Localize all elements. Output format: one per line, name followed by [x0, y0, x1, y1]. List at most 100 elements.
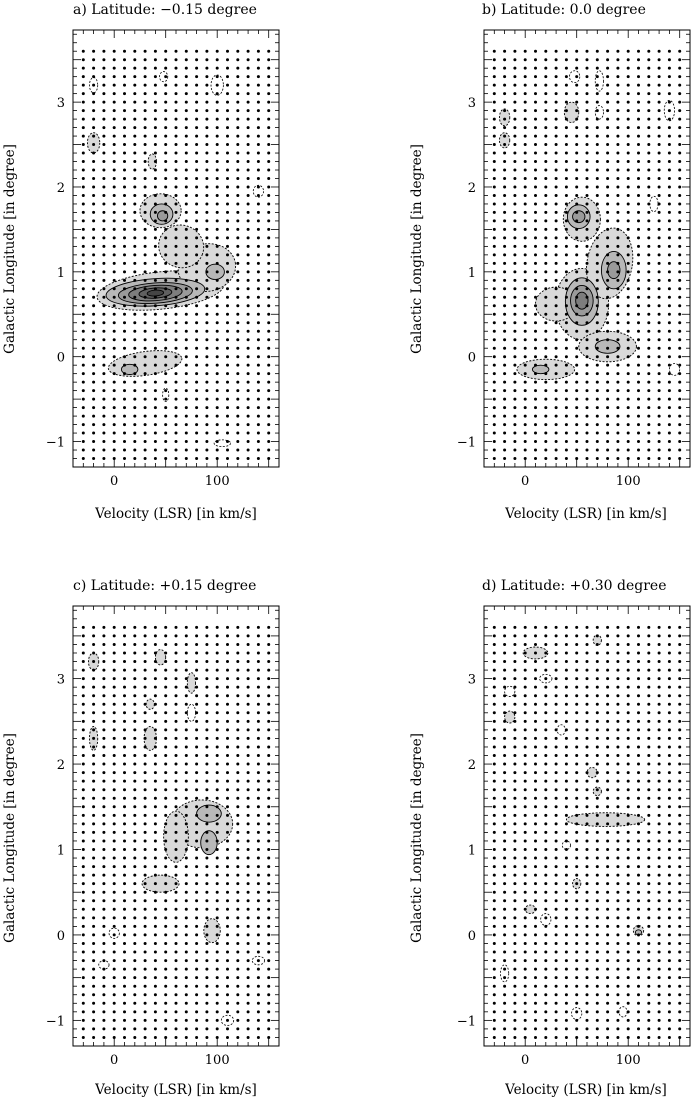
grid-dot — [174, 642, 178, 646]
grid-dot — [256, 873, 260, 877]
grid-dot — [81, 754, 85, 758]
grid-dot — [585, 210, 589, 214]
grid-dot — [503, 193, 507, 197]
grid-dot — [195, 890, 199, 894]
grid-dot — [143, 168, 147, 172]
grid-dot — [112, 406, 116, 410]
grid-dot — [195, 109, 199, 113]
grid-dot — [503, 75, 507, 79]
grid-dot — [92, 185, 96, 189]
grid-dot — [184, 346, 188, 350]
grid-dot — [564, 779, 568, 783]
grid-dot — [267, 227, 271, 231]
grid-dot — [595, 890, 599, 894]
grid-dot — [256, 959, 260, 963]
grid-dot — [92, 236, 96, 240]
grid-dot — [585, 329, 589, 333]
grid-dot — [554, 651, 558, 655]
grid-dot — [267, 355, 271, 359]
grid-dot — [503, 372, 507, 376]
grid-dot — [513, 440, 517, 444]
grid-dot — [236, 805, 240, 809]
grid-dot — [657, 66, 661, 70]
grid-dot — [678, 117, 682, 121]
grid-dot — [564, 625, 568, 629]
grid-dot — [123, 151, 126, 155]
grid-dot — [153, 431, 157, 435]
grid-dot — [523, 847, 527, 851]
grid-dot — [246, 839, 250, 843]
grid-dot — [616, 967, 620, 971]
grid-dot — [102, 219, 106, 223]
grid-dot — [564, 856, 568, 860]
contour-level-1 — [565, 812, 646, 827]
grid-dot — [616, 193, 620, 197]
grid-dot — [133, 92, 137, 96]
grid-dot — [616, 796, 620, 800]
grid-dot — [637, 779, 640, 783]
grid-dot — [236, 967, 240, 971]
grid-dot — [616, 694, 620, 698]
grid-dot — [102, 839, 106, 843]
grid-dot — [102, 728, 106, 732]
grid-dot — [267, 642, 271, 646]
grid-dot — [554, 788, 558, 792]
grid-dot — [534, 839, 537, 843]
grid-dot — [184, 719, 188, 723]
grid-dot — [153, 702, 157, 706]
grid-dot — [544, 711, 548, 715]
grid-dot — [513, 397, 517, 401]
grid-dot — [544, 950, 548, 954]
grid-dot — [102, 423, 106, 427]
grid-dot — [585, 372, 589, 376]
grid-dot — [564, 1035, 568, 1039]
grid-dot — [164, 916, 168, 920]
grid-dot — [503, 389, 507, 393]
grid-dot — [236, 100, 240, 104]
grid-dot — [236, 890, 240, 894]
grid-dot — [564, 745, 568, 749]
grid-dot — [657, 389, 661, 393]
grid-dot — [657, 950, 661, 954]
grid-dot — [123, 779, 126, 783]
grid-dot — [246, 304, 250, 308]
grid-dot — [534, 736, 537, 740]
grid-dot — [606, 117, 610, 121]
grid-dot — [236, 389, 240, 393]
grid-dot — [81, 890, 85, 894]
grid-dot — [184, 372, 188, 376]
grid-dot — [184, 788, 188, 792]
grid-dot — [564, 176, 568, 180]
grid-dot — [184, 210, 188, 214]
grid-dot — [626, 75, 630, 79]
grid-dot — [123, 660, 126, 664]
grid-dot — [637, 1035, 640, 1039]
grid-dot — [195, 253, 199, 257]
grid-dot — [123, 160, 126, 164]
grid-dot — [585, 83, 589, 87]
grid-dot — [554, 941, 558, 945]
grid-dot — [246, 143, 250, 147]
grid-dot — [226, 414, 229, 418]
grid-dot — [667, 959, 671, 963]
grid-dot — [626, 236, 630, 240]
grid-dot — [585, 397, 589, 401]
grid-dot — [678, 967, 682, 971]
grid-dot — [92, 779, 96, 783]
dot-grid — [81, 625, 271, 1039]
grid-dot — [554, 1018, 558, 1022]
grid-dot — [123, 736, 126, 740]
grid-dot — [575, 651, 579, 655]
grid-dot — [503, 244, 507, 248]
grid-dot — [678, 907, 682, 911]
grid-dot — [575, 236, 579, 240]
grid-dot — [657, 168, 661, 172]
grid-dot — [657, 295, 661, 299]
grid-dot — [123, 295, 126, 299]
grid-dot — [184, 882, 188, 886]
grid-dot — [174, 440, 178, 444]
grid-dot — [595, 406, 599, 410]
grid-dot — [678, 143, 682, 147]
grid-dot — [585, 822, 589, 826]
grid-dot — [184, 193, 188, 197]
